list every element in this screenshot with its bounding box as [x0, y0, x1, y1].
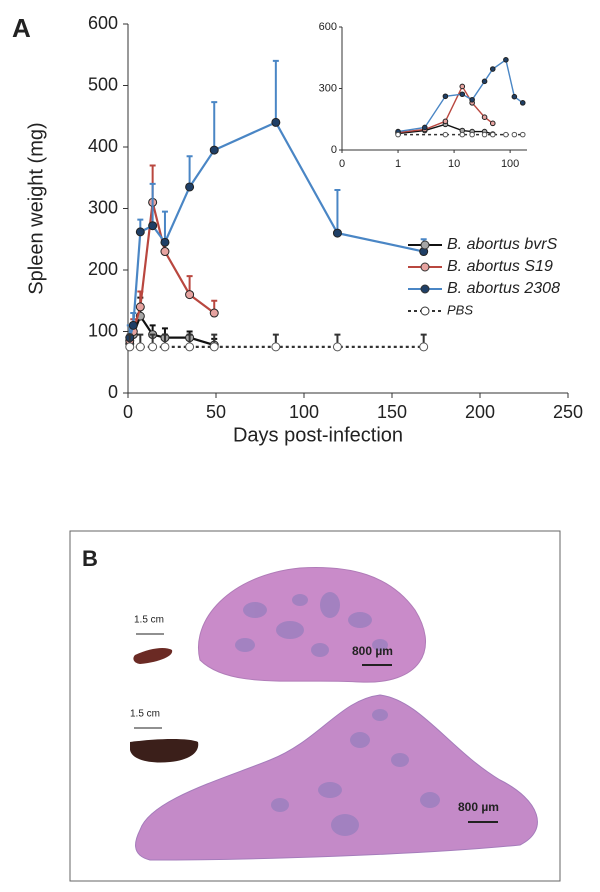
scale-label: 1.5 cm: [134, 615, 164, 626]
scale-label: 800 µm: [458, 800, 499, 814]
data-point: [459, 131, 466, 138]
inset-y-tick-label: 600: [319, 21, 337, 33]
panel-label: B: [82, 546, 98, 571]
data-point: [519, 131, 526, 138]
data-point: [419, 342, 429, 352]
data-point: [481, 78, 488, 85]
tissue-section: [135, 694, 538, 861]
series-line: [397, 58, 524, 133]
inset-x-tick-label: 10: [448, 158, 460, 170]
tissue-section: [198, 567, 426, 683]
legend-label: B. abortus bvrS: [447, 236, 558, 253]
y-tick-label: 100: [88, 320, 118, 340]
x-tick-label: 200: [465, 402, 495, 422]
data-point: [442, 118, 449, 125]
tissue-follicles: [271, 709, 440, 836]
data-point: [135, 342, 145, 352]
y-tick-label: 200: [88, 259, 118, 279]
tissue-follicles: [235, 592, 388, 657]
x-axis-label: Days post-infection: [233, 424, 403, 446]
data-point: [160, 237, 170, 247]
spleen-photo: [130, 739, 199, 763]
inset-x-tick-label: 100: [501, 158, 519, 170]
data-point: [148, 342, 158, 352]
data-point: [185, 290, 195, 300]
y-tick-label: 400: [88, 136, 118, 156]
y-tick-label: 0: [108, 382, 118, 402]
x-tick-label: 150: [377, 402, 407, 422]
data-point: [442, 131, 449, 138]
error-bar: [186, 155, 193, 187]
data-point: [469, 131, 475, 138]
error-bar: [149, 182, 156, 226]
data-point: [421, 124, 428, 131]
legend-label: PBS: [447, 302, 473, 317]
panel-b: B 1.5 cm 800 µm 1.5 cm 800 µm: [69, 530, 561, 882]
error-bar: [272, 59, 279, 123]
data-point: [332, 342, 342, 352]
data-point: [469, 96, 475, 103]
inset-y-tick-label: 300: [319, 82, 337, 94]
x-tick-label: 100: [289, 402, 319, 422]
scale-label: 1.5 cm: [130, 709, 160, 720]
data-point: [489, 66, 496, 72]
y-tick-label: 500: [88, 74, 118, 94]
data-point: [489, 131, 496, 138]
data-point: [135, 227, 145, 237]
inset-x-tick-label: 1: [395, 158, 401, 170]
data-point: [209, 308, 219, 318]
data-point: [503, 131, 509, 138]
legend-marker: [420, 240, 430, 250]
spleen-photo: [133, 647, 173, 664]
legend-marker: [420, 262, 430, 272]
data-point: [481, 131, 488, 138]
y-axis-label: Spleen weight (mg): [25, 122, 47, 294]
data-point: [519, 100, 526, 106]
legend-label: B. abortus 2308: [447, 280, 560, 297]
error-bar: [161, 210, 168, 243]
data-point: [209, 145, 219, 155]
series-line: [128, 120, 424, 338]
legend-marker: [420, 284, 430, 294]
data-point: [395, 131, 401, 138]
data-point: [442, 93, 449, 100]
panel-label: A: [12, 13, 31, 43]
data-point: [125, 342, 135, 352]
inset-y-tick-label: 0: [331, 144, 337, 156]
data-point: [459, 91, 466, 98]
y-tick-label: 600: [88, 13, 118, 33]
legend-marker: [420, 306, 430, 316]
data-point: [128, 320, 138, 330]
series-line: [128, 313, 215, 347]
data-point: [489, 120, 496, 127]
error-bar: [211, 101, 218, 151]
data-point: [185, 182, 195, 192]
data-point: [135, 302, 145, 312]
inset-x-tick-label: 0: [339, 158, 345, 170]
data-point: [271, 117, 281, 127]
data-point: [271, 342, 281, 352]
x-tick-label: 0: [123, 402, 133, 422]
data-point: [185, 342, 195, 352]
x-tick-label: 50: [206, 402, 226, 422]
x-tick-label: 250: [553, 402, 583, 422]
data-point: [160, 247, 170, 257]
data-point: [511, 93, 518, 100]
error-bar: [334, 189, 341, 234]
y-tick-label: 300: [88, 197, 118, 217]
data-point: [209, 342, 219, 352]
data-point: [459, 83, 466, 90]
data-point: [503, 57, 509, 63]
data-point: [511, 131, 518, 138]
data-point: [148, 221, 158, 231]
data-point: [160, 342, 170, 352]
scale-label: 800 µm: [352, 644, 393, 658]
legend-label: B. abortus S19: [447, 258, 553, 275]
data-point: [481, 114, 488, 120]
data-point: [332, 228, 342, 238]
